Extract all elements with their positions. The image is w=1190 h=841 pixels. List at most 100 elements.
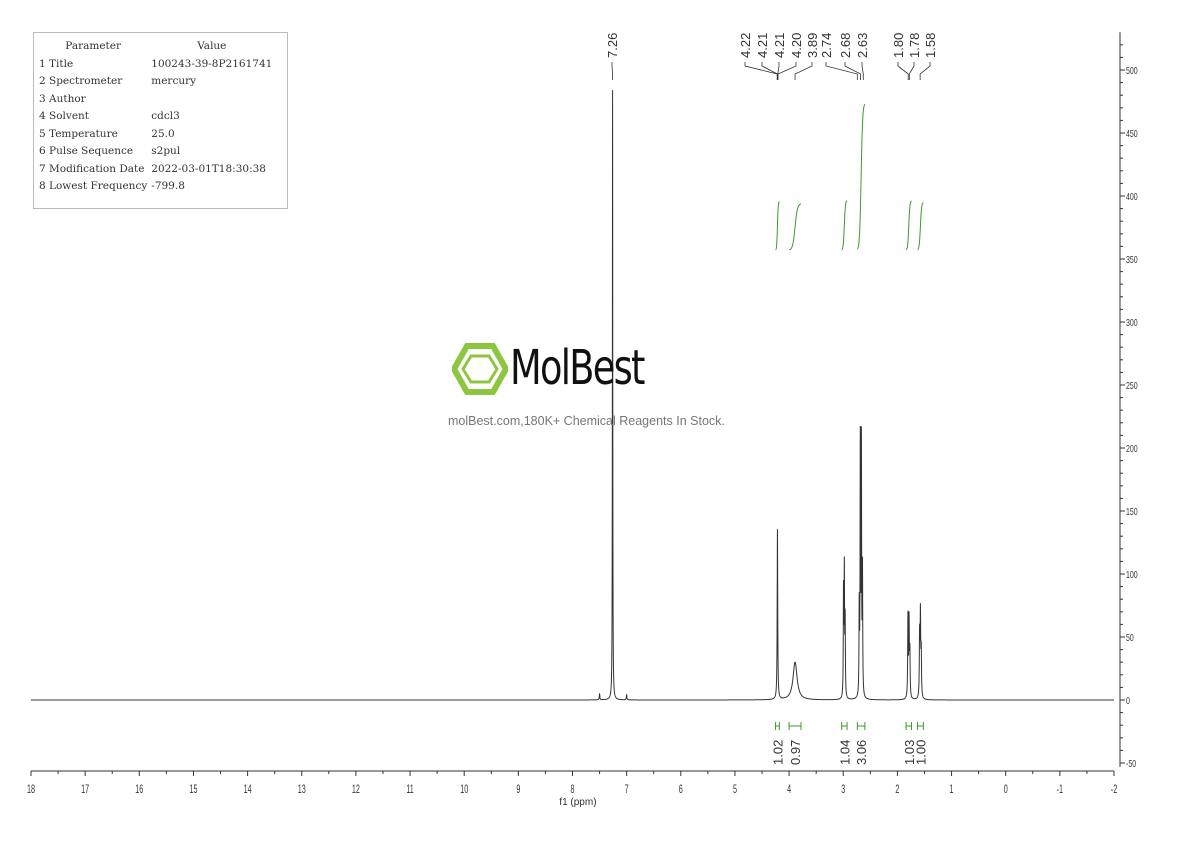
param-name: 3 Author xyxy=(39,92,86,105)
y-tick-label: 500 xyxy=(1126,65,1138,77)
peak-label: 4.20 xyxy=(789,33,804,58)
param-value: 100243-39-8P2161741 xyxy=(151,57,273,70)
peak-label-leader xyxy=(611,62,613,80)
x-tick-label: 11 xyxy=(406,783,414,796)
peak-label-leader xyxy=(777,62,797,80)
integral-value: 1.00 xyxy=(913,740,928,765)
y-tick-label: 450 xyxy=(1126,128,1138,140)
peak-label-leader xyxy=(919,62,931,80)
peak-label: 1.80 xyxy=(891,33,906,58)
x-tick-label: -2 xyxy=(1111,783,1117,796)
peak-label-leader xyxy=(897,62,909,80)
param-value xyxy=(149,90,274,108)
value-header: Value xyxy=(197,39,227,52)
integral-value: 1.02 xyxy=(770,740,785,765)
x-tick-label: 18 xyxy=(27,783,35,796)
table-row: 3 Author xyxy=(37,90,274,108)
peak-label: 4.21 xyxy=(755,33,770,58)
x-tick-label: -1 xyxy=(1057,783,1064,796)
x-axis-label: f1 (ppm) xyxy=(559,797,596,808)
peak-label-leader xyxy=(908,62,915,80)
param-value: s2pul xyxy=(151,145,181,158)
peak-label: 2.68 xyxy=(838,33,853,58)
x-tick-label: 12 xyxy=(352,783,360,796)
x-tick-label: 6 xyxy=(679,783,683,796)
x-tick-label: 15 xyxy=(189,783,197,796)
param-header: Parameter xyxy=(65,39,122,52)
param-value: 2022-03-01T18:30:38 xyxy=(151,162,266,175)
y-tick-label: 300 xyxy=(1126,317,1138,329)
integral-value: 1.04 xyxy=(837,740,852,765)
param-value: cdcl3 xyxy=(151,110,180,123)
integral-bracket xyxy=(905,722,912,730)
peak-label: 3.89 xyxy=(805,33,820,58)
peak-label-leader xyxy=(861,62,864,80)
integral-curve xyxy=(788,203,802,251)
table-row: 2 Spectrometer mercury xyxy=(37,73,274,91)
x-tick-label: 0 xyxy=(1004,783,1008,796)
x-tick-label: 17 xyxy=(81,783,89,796)
param-name: 8 Lowest Frequency xyxy=(39,180,148,193)
table-row: 4 Solvent cdcl3 xyxy=(37,108,274,126)
peak-label: 2.74 xyxy=(819,33,834,58)
param-value: mercury xyxy=(151,75,197,88)
param-name: 4 Solvent xyxy=(39,110,90,123)
param-value: -799.8 xyxy=(151,180,185,193)
watermark-tagline: molBest.com,180K+ Chemical Reagents In S… xyxy=(448,414,725,428)
x-tick-label: 2 xyxy=(895,783,899,796)
x-tick-label: 4 xyxy=(787,783,791,796)
param-name: 6 Pulse Sequence xyxy=(39,145,134,158)
y-tick-label: 200 xyxy=(1126,443,1138,455)
peak-label: 4.22 xyxy=(738,33,753,58)
y-tick-label: 150 xyxy=(1126,506,1138,518)
table-row: 6 Pulse Sequence s2pul xyxy=(37,143,274,161)
x-tick-label: 5 xyxy=(733,783,737,796)
peak-label-leader xyxy=(825,62,858,80)
table-row: 1 Title 100243-39-8P2161741 xyxy=(37,55,274,73)
y-tick-label: 400 xyxy=(1126,191,1138,203)
y-tick-label: 0 xyxy=(1126,695,1130,707)
param-name: 2 Spectrometer xyxy=(39,75,123,88)
molbest-logo-icon xyxy=(452,343,508,395)
y-tick-label: 350 xyxy=(1126,254,1138,266)
integral-value: 3.06 xyxy=(854,740,869,765)
integral-bracket xyxy=(775,722,780,730)
peak-label: 1.78 xyxy=(907,33,922,58)
integral-value: 1.03 xyxy=(902,740,917,765)
x-tick-label: 9 xyxy=(516,783,520,796)
y-tick-label: 250 xyxy=(1126,380,1138,392)
y-tick-label: -50 xyxy=(1126,758,1136,770)
parameter-table: Parameter Value 1 Title 100243-39-8P216174… xyxy=(33,32,288,209)
integral-bracket xyxy=(841,722,848,730)
x-tick-label: 10 xyxy=(460,783,468,796)
x-tick-label: 16 xyxy=(135,783,143,796)
integral-curve xyxy=(917,202,924,251)
table-row: 8 Lowest Frequency -799.8 xyxy=(37,178,274,196)
peak-label: 4.21 xyxy=(772,33,787,58)
integral-value: 0.97 xyxy=(788,740,803,765)
x-tick-label: 3 xyxy=(841,783,845,796)
x-tick-label: 8 xyxy=(570,783,574,796)
integral-curve xyxy=(856,103,866,250)
integral-bracket xyxy=(788,722,802,730)
integral-bracket xyxy=(916,722,924,730)
spectrum-line xyxy=(31,90,1114,701)
peak-label: 2.63 xyxy=(855,33,870,58)
integral-curve xyxy=(841,200,848,251)
watermark-brand: MolBest xyxy=(510,340,645,396)
x-tick-label: 7 xyxy=(625,783,629,796)
param-value: 25.0 xyxy=(151,127,175,140)
table-row: 5 Temperature 25.0 xyxy=(37,125,274,143)
x-tick-label: 14 xyxy=(244,783,252,796)
peak-label: 1.58 xyxy=(923,33,938,58)
y-tick-label: 50 xyxy=(1126,632,1134,644)
peak-label: 7.26 xyxy=(605,33,620,58)
param-name: 7 Modification Date xyxy=(39,162,145,175)
table-row: 7 Modification Date 2022-03-01T18:30:38 xyxy=(37,160,274,178)
integral-curve xyxy=(775,201,780,251)
peak-label-leader xyxy=(844,62,861,80)
integral-curve xyxy=(905,200,912,251)
peak-label-leader xyxy=(794,62,813,80)
